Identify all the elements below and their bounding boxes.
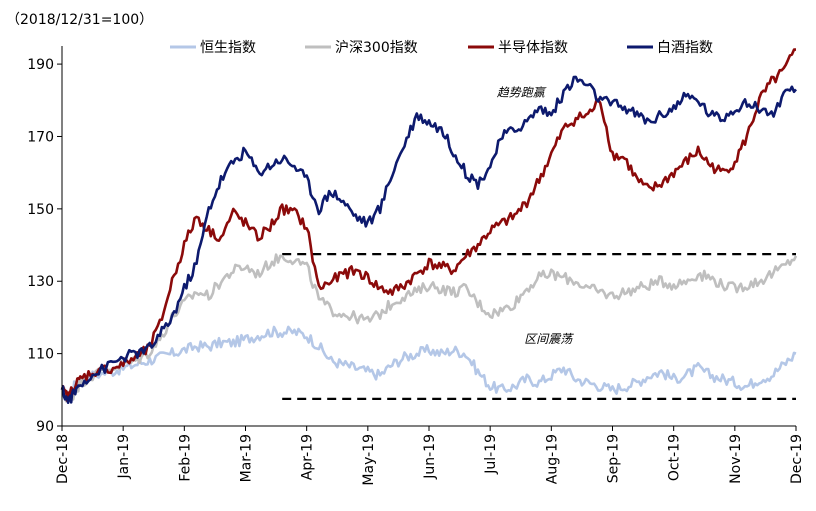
annotation-2: 区间震荡 xyxy=(524,332,574,346)
y-tick-label: 170 xyxy=(27,129,54,145)
x-tick-label: Dec-18 xyxy=(55,434,71,484)
x-tick-label: Feb-19 xyxy=(177,434,193,482)
legend-label-2: 沪深300指数 xyxy=(335,40,418,56)
series-line-2 xyxy=(60,253,798,403)
legend: 恒生指数 沪深300指数 半导体指数 白酒指数 xyxy=(170,40,713,56)
x-tick-label: Apr-19 xyxy=(300,434,316,480)
x-tick-label: Nov-19 xyxy=(728,434,744,484)
x-tick-label: Oct-19 xyxy=(667,434,683,481)
x-tick-label: Jun-19 xyxy=(422,434,438,480)
legend-label-4: 白酒指数 xyxy=(657,40,713,56)
legend-label-3: 半导体指数 xyxy=(498,40,568,56)
x-tick-label: Mar-19 xyxy=(239,434,255,482)
x-tick-label: Jan-19 xyxy=(116,434,132,479)
y-tick-label: 90 xyxy=(36,419,54,435)
x-tick-label: Jul-19 xyxy=(483,434,499,475)
legend-label-1: 恒生指数 xyxy=(200,40,256,56)
x-tick-label: Sep-19 xyxy=(606,434,622,483)
series-line-1 xyxy=(60,325,797,403)
y-tick-label: 110 xyxy=(27,347,54,363)
x-tick-label: Dec-19 xyxy=(789,434,805,484)
y-tick-label: 150 xyxy=(27,202,54,218)
series-line-4 xyxy=(60,75,797,404)
y-tick-label: 190 xyxy=(27,57,54,73)
axes: 90 110 130 150 170 190 Dec-18 Jan-19 Feb-19 Mar-1… xyxy=(27,46,805,486)
x-tick-label: May-19 xyxy=(361,434,377,486)
series-line-3 xyxy=(60,48,796,402)
annotation-1: 趋势跑赢 xyxy=(497,86,547,100)
x-tick-label: Aug-19 xyxy=(544,434,560,484)
y-tick-label: 130 xyxy=(27,274,54,290)
base-note: （2018/12/31=100） xyxy=(6,12,153,28)
